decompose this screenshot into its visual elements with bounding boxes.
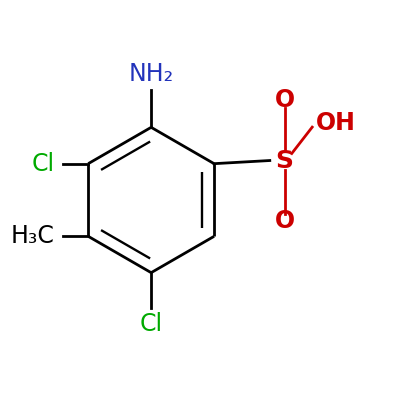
Text: H₃C: H₃C bbox=[11, 224, 55, 248]
Text: O: O bbox=[275, 88, 295, 112]
Text: S: S bbox=[276, 148, 294, 172]
Text: Cl: Cl bbox=[140, 312, 163, 336]
Text: OH: OH bbox=[316, 111, 356, 135]
Text: NH₂: NH₂ bbox=[128, 62, 174, 86]
Text: Cl: Cl bbox=[32, 152, 55, 176]
Text: O: O bbox=[275, 210, 295, 234]
